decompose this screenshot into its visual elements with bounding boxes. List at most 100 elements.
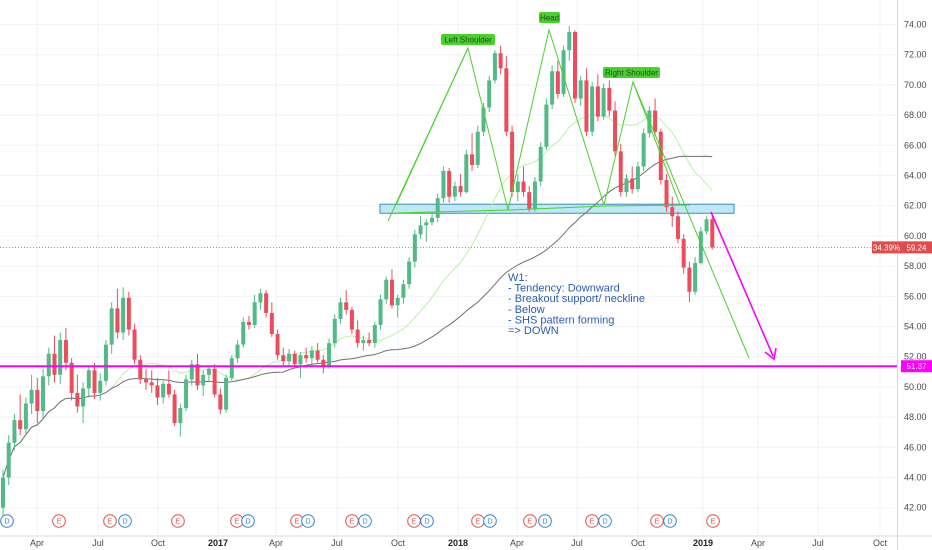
candle [601, 83, 606, 120]
dividend-marker: D [0, 514, 14, 528]
candle-body [372, 324, 377, 344]
event-label: E [235, 519, 240, 526]
candle-body [389, 279, 394, 306]
x-tick-label: Jul [571, 538, 583, 548]
candle-body [550, 71, 555, 105]
candle [538, 142, 543, 187]
candle-body [607, 87, 612, 111]
candle-body [172, 394, 177, 424]
candle [235, 340, 240, 363]
candle [195, 353, 200, 390]
candle [41, 368, 46, 419]
candle-body [115, 308, 120, 333]
candle [12, 414, 17, 451]
candle-body [63, 340, 68, 363]
earnings-marker: E [706, 514, 720, 528]
candle-body [555, 71, 560, 94]
candle [75, 374, 80, 413]
event-label: E [476, 519, 481, 526]
candle-body [595, 86, 600, 117]
y-axis: 42.00 44.00 46.00 48.00 50.00 52.00 54.00 56.00… [904, 20, 927, 513]
candle-body [161, 383, 166, 398]
candle-body [510, 131, 515, 193]
candle-body [435, 198, 440, 218]
candle-body [412, 234, 417, 262]
candle [641, 128, 646, 171]
candle-body [75, 392, 80, 407]
event-label: D [245, 519, 250, 526]
candle [269, 302, 274, 338]
event-circle [301, 514, 315, 528]
candle [578, 75, 583, 107]
candle [395, 294, 400, 318]
percent-tag-box [872, 241, 901, 254]
candle-body [430, 217, 434, 223]
candle-body [698, 231, 703, 264]
dividend-marker: D [118, 514, 132, 528]
candle [670, 196, 675, 227]
event-label: D [667, 519, 672, 526]
candle-body [18, 420, 23, 430]
candle [555, 60, 560, 99]
candle [492, 50, 497, 84]
candle [464, 149, 469, 194]
x-tick-label: Jul [92, 538, 104, 548]
candle [103, 340, 108, 386]
candle-body [69, 362, 74, 393]
dividend-marker: D [483, 514, 497, 528]
candle-body [681, 238, 686, 268]
event-circle [538, 514, 552, 528]
price-lines: 34.39% 59.24 51.37 [0, 241, 932, 373]
candle-body [264, 293, 269, 313]
earnings-marker: E [52, 514, 66, 528]
candle-body [292, 353, 297, 365]
y-tick-label: 72.00 [904, 50, 927, 60]
annotation-line: => DOWN [508, 325, 559, 337]
event-label: E [412, 519, 417, 526]
candle-body [567, 32, 572, 51]
candle [441, 166, 446, 203]
target-projection [0, 211, 897, 368]
candle-body [618, 151, 623, 193]
candle-body [98, 380, 103, 393]
candle [475, 125, 480, 168]
y-tick-label: 68.00 [904, 110, 927, 120]
event-label: D [602, 519, 607, 526]
candle [86, 365, 91, 398]
candle-body [344, 302, 349, 310]
event-label: D [122, 519, 127, 526]
earnings-marker: E [650, 514, 664, 528]
candle-body [710, 219, 715, 248]
pattern-label-box [441, 34, 495, 45]
candle-body [498, 53, 503, 69]
x-tick-label: Oct [391, 538, 406, 548]
candle [321, 355, 326, 374]
candle [384, 276, 389, 304]
event-label: E [108, 519, 113, 526]
candle [258, 288, 263, 310]
candle [401, 279, 406, 304]
candle-body [269, 312, 274, 335]
candle-body [29, 389, 34, 404]
candle-body [224, 377, 229, 410]
candle-body [132, 329, 137, 360]
candle-body [447, 170, 452, 197]
candle-body [126, 297, 131, 330]
candle-body [475, 131, 480, 165]
candle-body [367, 340, 372, 344]
candle-body [504, 68, 509, 132]
candle-body [258, 293, 263, 303]
candle-body [138, 359, 143, 380]
candle-body [630, 178, 635, 190]
candle [1, 469, 5, 520]
candle [704, 216, 709, 235]
candle [675, 211, 680, 244]
shs-pattern: Left Shoulder Head Right Shoulder [387, 12, 750, 359]
event-label: D [487, 519, 492, 526]
y-tick-label: 42.00 [904, 503, 927, 513]
candle-body [584, 80, 589, 132]
event-circle [663, 514, 677, 528]
candle-body [441, 170, 446, 199]
candle [126, 291, 131, 336]
